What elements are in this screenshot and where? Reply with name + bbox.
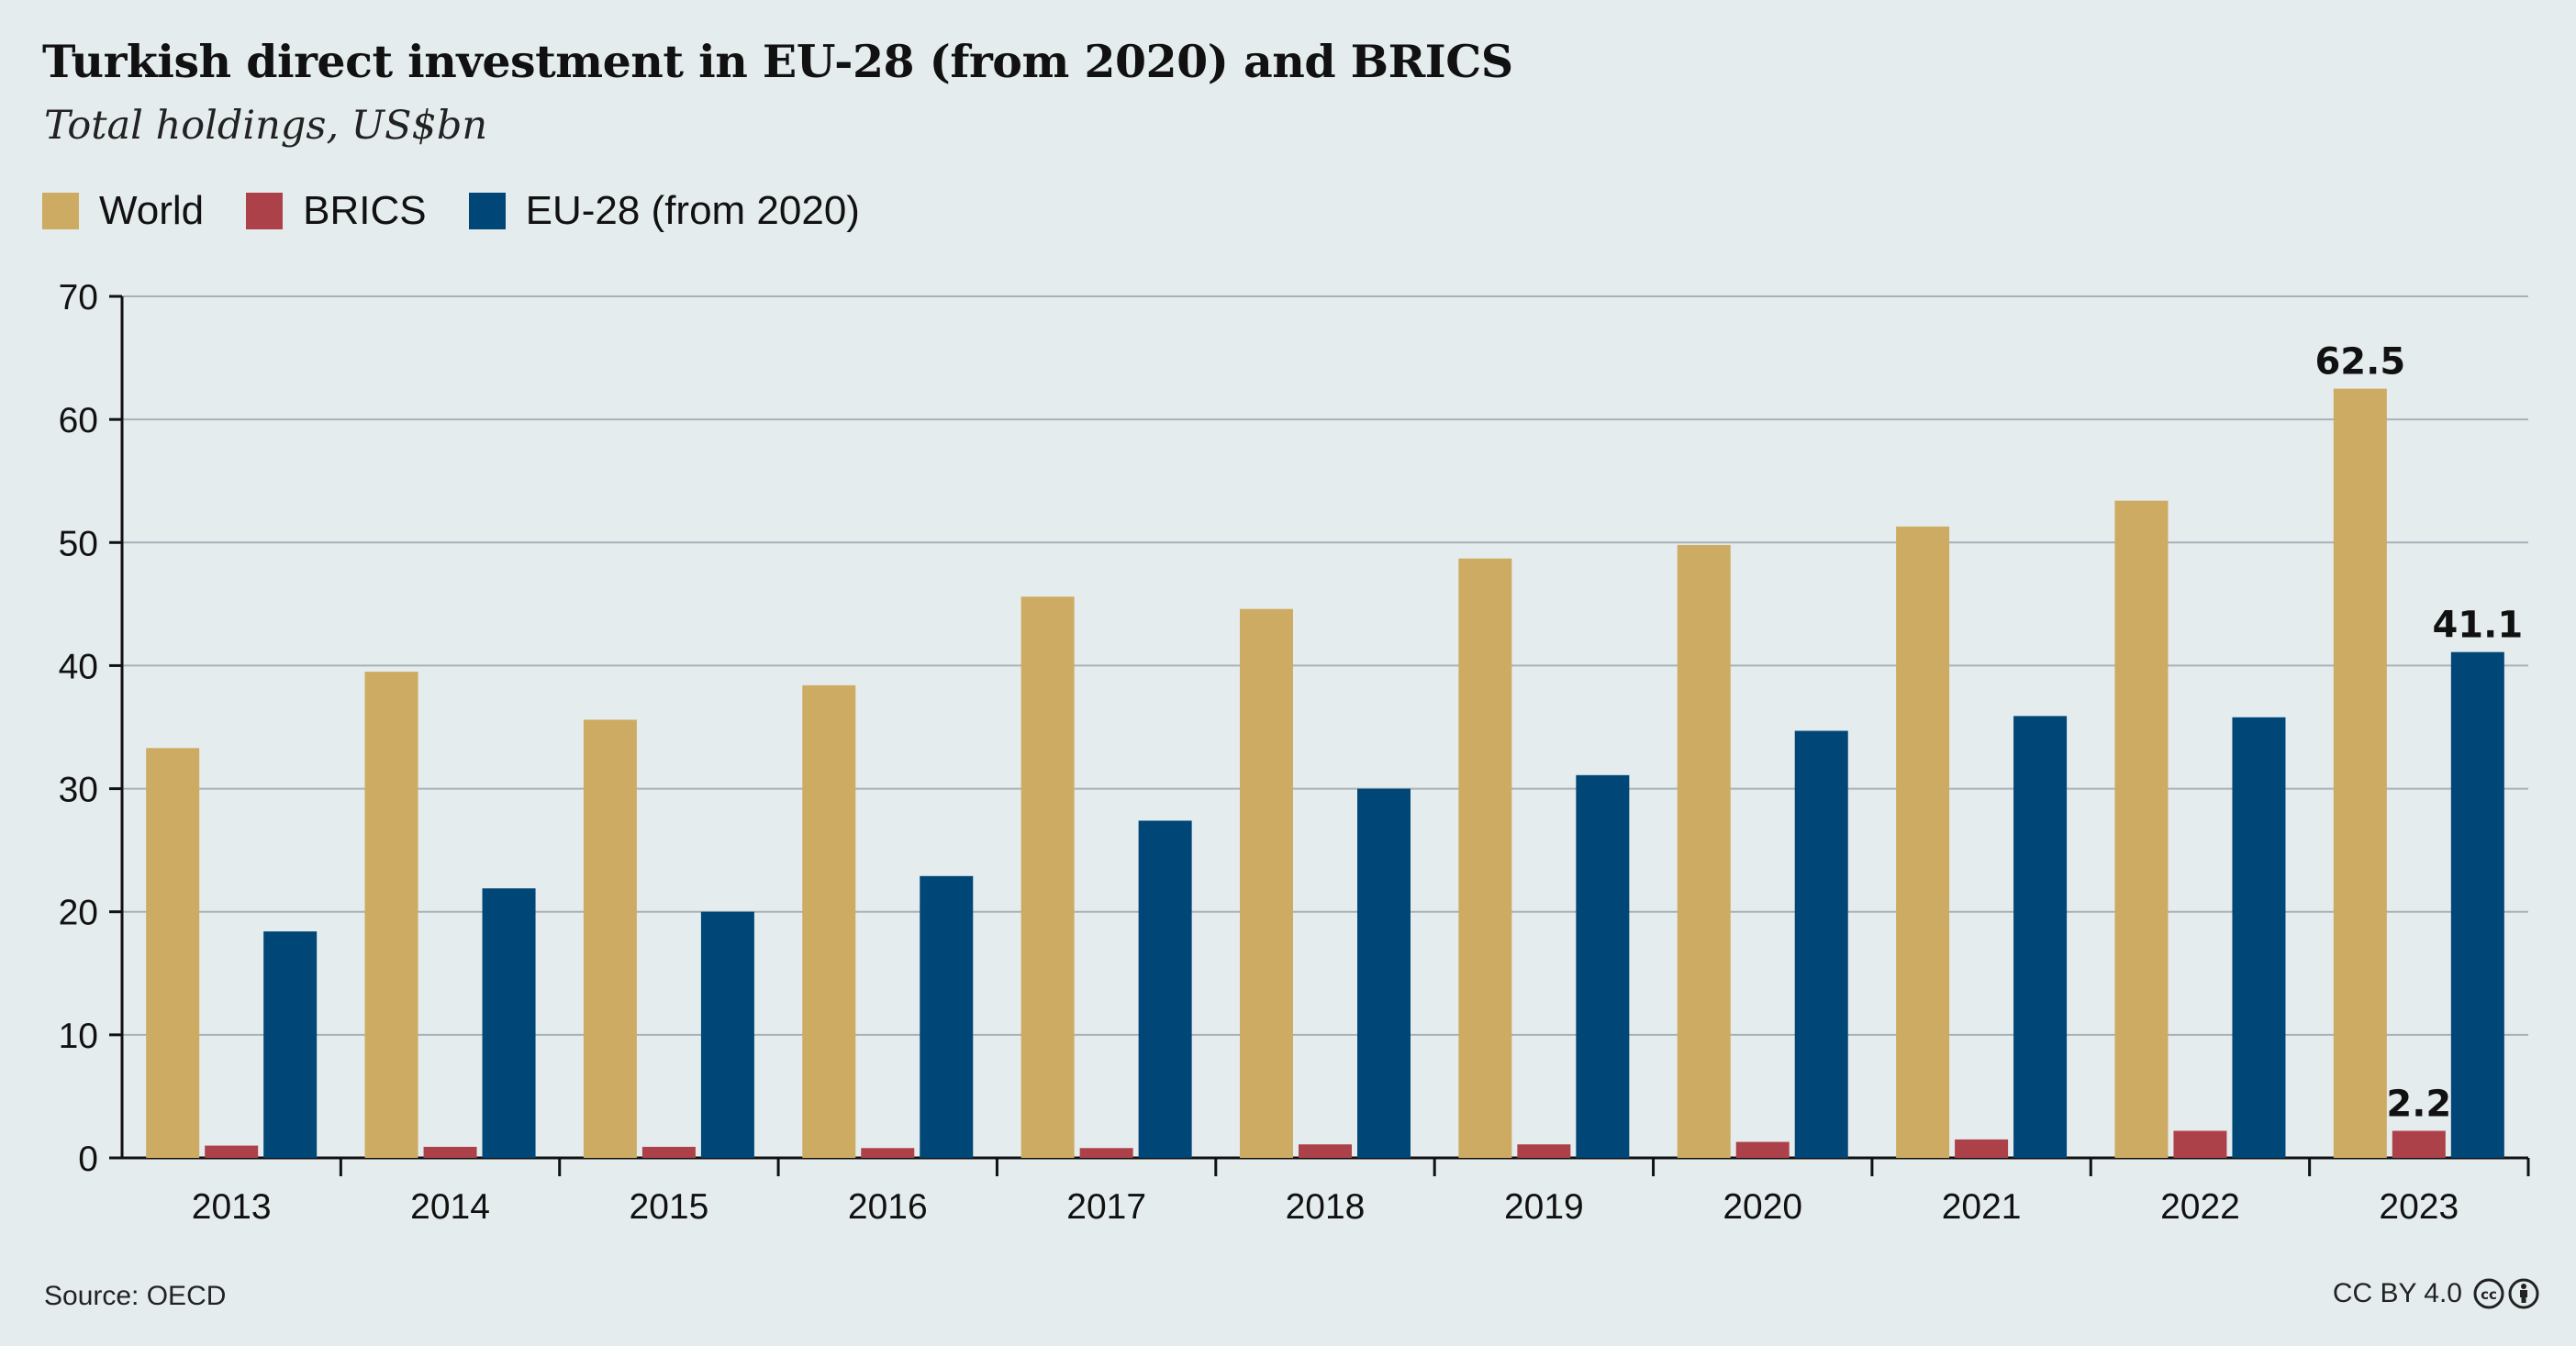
bar-eu-28-from-2020-2018 [1357,788,1411,1158]
legend-item-eu: EU-28 (from 2020) [468,188,860,234]
x-tick-label: 2020 [1723,1187,1802,1227]
bar-brics-2020 [1735,1141,1790,1158]
bar-world-2020 [1677,544,1731,1158]
bar-world-2016 [802,684,856,1158]
chart-subtitle: Total holdings, US$bn [44,103,488,149]
x-tick-label: 2015 [630,1187,709,1227]
y-tick-label: 40 [59,647,98,686]
bar-brics-2023 [2392,1130,2446,1158]
chart-title: Turkish direct investment in EU-28 (from… [42,35,1513,88]
y-tick-label: 50 [59,524,98,563]
legend: World BRICS EU-28 (from 2020) [42,188,902,234]
bar-world-2015 [583,719,637,1158]
x-tick-label: 2019 [1504,1187,1584,1227]
bar-eu-28-from-2020-2017 [1138,820,1192,1158]
bar-eu-28-from-2020-2015 [700,911,754,1158]
svg-text:cc: cc [2481,1286,2497,1303]
x-tick-label: 2013 [192,1187,272,1227]
bar-world-2022 [2114,500,2169,1158]
license-text: CC BY 4.0 [2332,1278,2462,1308]
source-note: Source: OECD [44,1281,227,1311]
data-label: 2.2 [2386,1083,2451,1125]
bar-world-2013 [146,748,200,1158]
bar-brics-2021 [1955,1139,2009,1158]
creative-commons-icon: cc [2473,1278,2504,1309]
legend-swatch-brics [246,193,284,229]
data-label: 62.5 [2314,341,2405,384]
bar-world-2019 [1458,558,1512,1158]
x-tick-label: 2023 [2379,1187,2459,1227]
bar-world-2017 [1020,596,1075,1158]
bar-eu-28-from-2020-2014 [482,888,536,1158]
bar-brics-2017 [1079,1148,1133,1158]
y-tick-label: 70 [59,278,98,317]
bar-brics-2015 [641,1146,696,1158]
bar-world-2014 [364,672,418,1158]
bar-world-2021 [1896,526,1950,1158]
bar-brics-2013 [205,1145,259,1158]
x-tick-label: 2018 [1286,1187,1366,1227]
license: CC BY 4.0 cc [2333,1278,2539,1309]
bar-eu-28-from-2020-2022 [2232,717,2286,1158]
bar-brics-2016 [861,1148,915,1158]
bar-eu-28-from-2020-2019 [1576,774,1630,1158]
bar-brics-2019 [1517,1144,1571,1158]
attribution-icon [2508,1278,2539,1309]
legend-label-brics: BRICS [303,188,427,233]
x-tick-label: 2021 [1942,1187,2022,1227]
bar-world-2023 [2333,388,2387,1158]
y-tick-label: 10 [59,1017,98,1056]
bar-brics-2014 [423,1146,477,1158]
bar-eu-28-from-2020-2023 [2450,651,2504,1158]
y-tick-label: 0 [78,1140,98,1179]
bar-eu-28-from-2020-2020 [1794,730,1848,1158]
legend-label-world: World [99,188,205,233]
x-tick-label: 2017 [1066,1187,1146,1227]
bar-eu-28-from-2020-2021 [2013,716,2068,1158]
y-tick-label: 30 [59,771,98,810]
bar-world-2018 [1240,608,1293,1158]
legend-label-eu: EU-28 (from 2020) [525,188,860,233]
y-tick-label: 20 [59,894,98,933]
x-tick-label: 2022 [2160,1187,2240,1227]
bar-brics-2018 [1299,1144,1352,1158]
legend-swatch-world [42,193,79,229]
legend-swatch-eu [468,193,506,229]
bar-eu-28-from-2020-2013 [263,931,318,1158]
x-tick-label: 2014 [410,1187,490,1227]
y-tick-label: 60 [59,401,98,440]
bar-eu-28-from-2020-2016 [920,875,974,1158]
bar-brics-2022 [2173,1130,2227,1158]
data-label: 41.1 [2432,605,2523,647]
legend-item-world: World [42,188,204,234]
x-tick-label: 2016 [848,1187,928,1227]
legend-item-brics: BRICS [246,188,427,234]
